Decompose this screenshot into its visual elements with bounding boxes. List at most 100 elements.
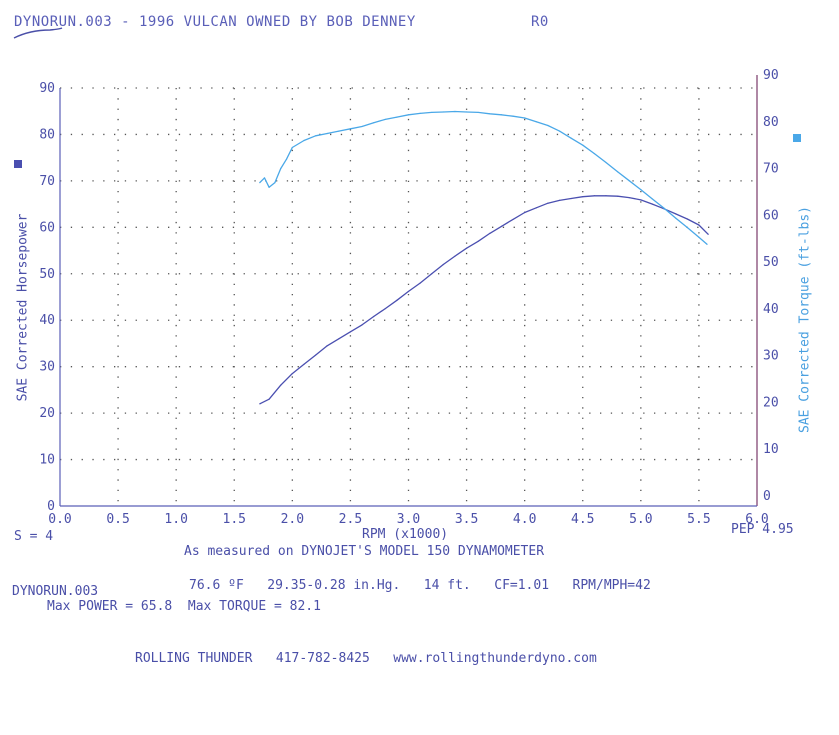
- torque-data-point: [303, 139, 305, 142]
- power-data-point: [535, 207, 537, 209]
- power-data-point: [268, 398, 270, 400]
- power-data-point: [500, 225, 503, 228]
- power-data-point: [707, 233, 709, 235]
- power-data-point: [512, 218, 514, 221]
- torque-data-point: [431, 111, 433, 114]
- x-tick-label: 0.0: [48, 512, 71, 527]
- power-data-point: [303, 363, 305, 365]
- y-left-tick-label: 30: [39, 360, 55, 375]
- torque-data-point: [407, 114, 410, 116]
- x-tick-label: 3.0: [397, 512, 420, 527]
- torque-data-point: [535, 121, 537, 123]
- torque-data-point: [349, 128, 352, 130]
- torque-data-point: [291, 146, 293, 149]
- y-right-tick-label: 50: [763, 255, 779, 270]
- power-data-point: [442, 263, 444, 266]
- x-tick-label: 3.5: [455, 512, 478, 527]
- torque-data-point: [617, 171, 619, 173]
- power-data-point: [338, 338, 340, 340]
- y-right-tick-label: 70: [763, 162, 779, 177]
- conditions: 76.6 ºF 29.35-0.28 in.Hg. 14 ft. CF=1.01…: [189, 578, 651, 593]
- x-axis-label: RPM (x1000): [362, 527, 449, 542]
- torque-data-point: [547, 124, 549, 127]
- report-title: DYNORUN.003 - 1996 VULCAN OWNED BY BOB D…: [14, 14, 416, 30]
- y-left-tick-label: 90: [39, 81, 55, 96]
- torque-data-point: [651, 198, 654, 200]
- y-right-tick-label: 10: [763, 442, 779, 457]
- torque-series-line: [259, 110, 708, 245]
- y-left-axis-label: SAE Corrected Horsepower: [15, 213, 31, 402]
- chart-grid: [60, 87, 757, 506]
- y-right-tick-label: 90: [763, 68, 779, 83]
- torque-data-point: [558, 130, 561, 132]
- pen-scribble: [13, 27, 63, 39]
- torque-data-point: [384, 118, 386, 121]
- power-data-point: [454, 255, 456, 257]
- torque-data-point: [259, 181, 261, 184]
- y-right-tick-label: 20: [763, 395, 779, 410]
- torque-data-point: [489, 113, 491, 115]
- torque-data-point: [326, 132, 328, 135]
- y-left-tick-label: 80: [39, 127, 55, 142]
- torque-data-point: [263, 177, 266, 179]
- torque-data-point: [570, 137, 572, 139]
- power-data-point: [431, 273, 433, 275]
- x-tick-label: 5.5: [687, 512, 710, 527]
- y-right-tick-label: 0: [763, 489, 771, 504]
- power-data-point: [349, 331, 352, 333]
- power-series-line: [259, 195, 709, 405]
- torque-data-point: [285, 158, 288, 160]
- x-tick-label: 1.5: [223, 512, 246, 527]
- y-left-tick-label: 0: [47, 499, 55, 514]
- torque-data-point: [640, 189, 642, 191]
- y-left-tick-label: 20: [39, 406, 55, 421]
- y-right-tick-label: 30: [763, 349, 779, 364]
- power-data-point: [326, 345, 328, 347]
- torque-data-point: [663, 207, 665, 209]
- series-layer: [259, 110, 709, 405]
- x-tick-label: 2.0: [281, 512, 304, 527]
- power-data-point: [280, 384, 282, 386]
- power-data-point: [558, 199, 561, 201]
- torque-data-point: [465, 111, 468, 113]
- y-left-tick-label: 40: [39, 313, 55, 328]
- torque-data-point: [274, 181, 276, 184]
- power-data-point: [489, 232, 491, 234]
- power-data-point: [675, 213, 677, 215]
- x-tick-label: 0.5: [106, 512, 129, 527]
- torque-data-point: [268, 186, 270, 188]
- power-data-point: [419, 282, 421, 284]
- power-data-point: [524, 211, 526, 214]
- power-data-point: [617, 195, 619, 197]
- torque-data-point: [314, 135, 317, 137]
- power-data-point: [361, 324, 363, 326]
- power-data-point: [477, 240, 479, 242]
- max-values: Max POWER = 65.8 Max TORQUE = 82.1: [47, 599, 321, 614]
- x-tick-labels: 0.0 0.5 1.0 1.5 2.0 2.5 3.0 3.5 4.0 4.5 5.0 5.5 6.0: [48, 512, 768, 527]
- torque-data-point: [396, 116, 398, 118]
- power-data-point: [582, 196, 584, 198]
- y-left-tick-label: 70: [39, 174, 55, 189]
- torque-data-point: [698, 236, 700, 238]
- power-data-point: [640, 199, 642, 201]
- power-data-point: [593, 195, 595, 197]
- torque-data-point: [524, 117, 526, 119]
- torque-data-point: [419, 112, 421, 114]
- y-right-axis-label: SAE Corrected Torque (ft-lbs): [797, 206, 813, 433]
- power-data-point: [291, 373, 293, 375]
- torque-data-point: [477, 111, 479, 114]
- smoothing-label: S = 4: [14, 529, 54, 544]
- y-right-tick-labels: 0 10 20 30 40 50 60 70 80 90: [763, 68, 779, 504]
- torque-data-point: [454, 110, 456, 113]
- x-tick-label: 4.0: [513, 512, 536, 527]
- torque-data-point: [605, 161, 607, 164]
- torque-data-point: [706, 243, 708, 245]
- power-data-point: [314, 354, 317, 356]
- torque-data-point: [338, 130, 340, 132]
- torque-data-point: [280, 167, 282, 170]
- power-data-point: [259, 403, 261, 405]
- x-tick-label: 5.0: [629, 512, 652, 527]
- run-file: DYNORUN.003: [12, 584, 99, 599]
- power-data-point: [698, 224, 700, 226]
- y-left-tick-label: 50: [39, 267, 55, 282]
